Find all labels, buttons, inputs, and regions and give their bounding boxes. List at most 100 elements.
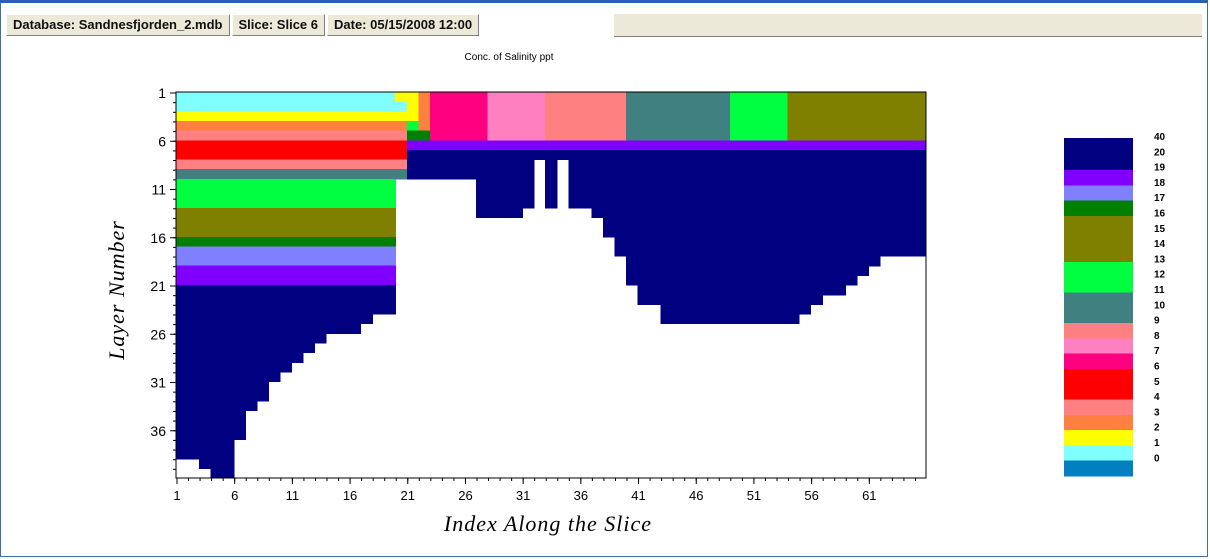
status-database: Database: Sandnesfjorden_2.mdb bbox=[6, 14, 230, 36]
heatmap-cell bbox=[176, 178, 189, 190]
heatmap-cell bbox=[326, 256, 339, 267]
heatmap-cell bbox=[360, 198, 373, 209]
heatmap-cell bbox=[406, 120, 419, 132]
heatmap-cell bbox=[326, 159, 339, 170]
heatmap-cell bbox=[660, 159, 673, 170]
heatmap-cell bbox=[256, 352, 269, 363]
heatmap-cell bbox=[233, 101, 246, 112]
heatmap-cell bbox=[914, 217, 927, 228]
heatmap-cell bbox=[649, 149, 662, 161]
heatmap-cell bbox=[810, 265, 823, 276]
heatmap-cell bbox=[787, 265, 800, 276]
heatmap-cell bbox=[268, 342, 281, 354]
heatmap-cell bbox=[614, 198, 627, 209]
heatmap-cell bbox=[672, 101, 685, 112]
heatmap-cell bbox=[833, 275, 846, 286]
heatmap-cell bbox=[799, 120, 812, 132]
heatmap-cell bbox=[302, 304, 316, 315]
heatmap-cell bbox=[256, 92, 269, 103]
heatmap-cell bbox=[314, 198, 327, 209]
heatmap-cell bbox=[476, 130, 489, 141]
heatmap-cell bbox=[718, 169, 731, 180]
heatmap-cell bbox=[349, 101, 362, 112]
heatmap-cell bbox=[914, 227, 927, 238]
heatmap-cell bbox=[372, 265, 385, 276]
heatmap-cell bbox=[222, 275, 235, 286]
heatmap-cell bbox=[314, 159, 327, 170]
heatmap-cell bbox=[879, 198, 892, 209]
heatmap-cell bbox=[637, 275, 650, 286]
heatmap-cell bbox=[349, 323, 362, 334]
heatmap-cell bbox=[279, 92, 292, 103]
heatmap-cell bbox=[360, 246, 373, 257]
heatmap-cell bbox=[776, 120, 789, 132]
heatmap-cell bbox=[256, 304, 269, 315]
heatmap-cell bbox=[464, 92, 477, 103]
heatmap-cell bbox=[233, 323, 246, 334]
heatmap-cell bbox=[199, 294, 212, 305]
heatmap-cell bbox=[268, 188, 281, 199]
heatmap-cell bbox=[291, 130, 304, 141]
heatmap-cell bbox=[822, 159, 835, 170]
heatmap-cell bbox=[268, 304, 281, 315]
heatmap-cell bbox=[176, 410, 189, 421]
heatmap-cell bbox=[210, 381, 223, 392]
legend-label: 40 bbox=[1154, 132, 1166, 143]
heatmap-cell bbox=[256, 207, 269, 219]
x-tick-label: 26 bbox=[458, 488, 472, 503]
heatmap-cell bbox=[210, 227, 223, 238]
heatmap-cell bbox=[810, 111, 823, 122]
heatmap-cell bbox=[787, 304, 800, 315]
heatmap-cell bbox=[568, 149, 581, 161]
heatmap-cell bbox=[764, 246, 777, 257]
heatmap-cell bbox=[799, 169, 812, 180]
heatmap-cell bbox=[314, 111, 327, 122]
heatmap-cell bbox=[349, 149, 362, 161]
heatmap-cell bbox=[222, 285, 235, 296]
heatmap-cell bbox=[533, 149, 546, 161]
heatmap-cell bbox=[741, 178, 754, 190]
heatmap-cell bbox=[879, 246, 892, 257]
heatmap-cell bbox=[222, 256, 235, 267]
heatmap-cell bbox=[187, 449, 200, 460]
heatmap-cell bbox=[879, 178, 892, 190]
heatmap-cell bbox=[649, 120, 662, 132]
heatmap-cell bbox=[314, 130, 327, 141]
heatmap-cell bbox=[487, 111, 500, 122]
heatmap-cell bbox=[522, 111, 535, 122]
heatmap-cell bbox=[752, 207, 766, 219]
heatmap-cell bbox=[176, 217, 189, 228]
heatmap-cell bbox=[891, 236, 904, 247]
heatmap-cell bbox=[672, 130, 685, 141]
heatmap-cell bbox=[637, 111, 650, 122]
heatmap-cell bbox=[660, 227, 673, 238]
heatmap-cell bbox=[718, 304, 731, 315]
heatmap-cell bbox=[210, 217, 223, 228]
heatmap-cell bbox=[660, 246, 673, 257]
heatmap-cell bbox=[741, 207, 754, 219]
heatmap-cell bbox=[591, 92, 604, 103]
heatmap-cell bbox=[822, 140, 835, 151]
heatmap-cell bbox=[314, 265, 327, 276]
heatmap-cell bbox=[764, 236, 777, 247]
heatmap-cell bbox=[176, 285, 189, 296]
heatmap-cell bbox=[776, 275, 789, 286]
heatmap-cell bbox=[868, 178, 881, 190]
heatmap-cell bbox=[256, 333, 269, 344]
heatmap-cell bbox=[383, 92, 396, 103]
heatmap-cell bbox=[822, 178, 835, 190]
heatmap-cell bbox=[476, 111, 489, 122]
heatmap-cell bbox=[729, 130, 742, 141]
heatmap-cell bbox=[626, 246, 639, 257]
heatmap-cell bbox=[187, 362, 200, 373]
heatmap-cell bbox=[764, 265, 777, 276]
heatmap-cell bbox=[210, 439, 223, 450]
heatmap-cell bbox=[787, 313, 800, 325]
legend-swatch bbox=[1064, 231, 1133, 247]
heatmap-cell bbox=[522, 149, 535, 161]
heatmap-cell bbox=[672, 294, 685, 305]
heatmap-cell bbox=[291, 188, 304, 199]
heatmap-cell bbox=[360, 111, 373, 122]
heatmap-cell bbox=[764, 120, 777, 132]
heatmap-cell bbox=[752, 149, 766, 161]
